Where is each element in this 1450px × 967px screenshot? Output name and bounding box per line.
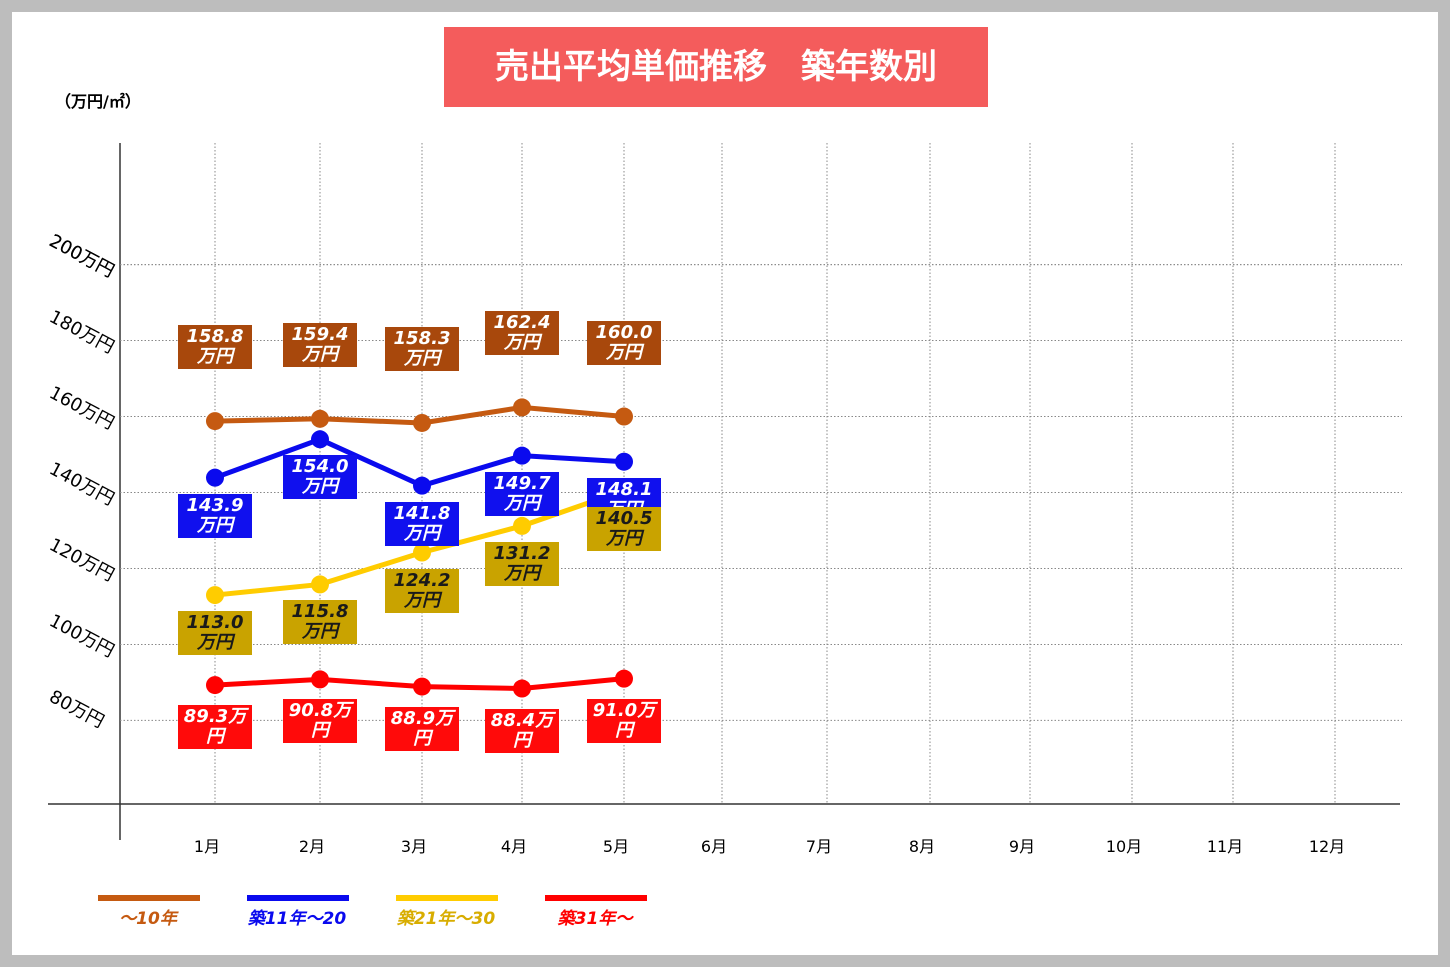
x-tick-label: 9月 bbox=[1009, 837, 1035, 856]
data-point bbox=[615, 452, 633, 471]
legend-label: 築21年～30 bbox=[397, 909, 495, 929]
data-point bbox=[615, 407, 633, 426]
data-label: 154.0万円 bbox=[283, 455, 357, 500]
y-tick-label: 160万円 bbox=[46, 382, 118, 434]
x-tick-label: 8月 bbox=[909, 837, 935, 856]
data-label: 158.8万円 bbox=[178, 325, 252, 370]
x-tick-label: 7月 bbox=[806, 837, 832, 856]
data-point bbox=[206, 412, 224, 431]
data-point bbox=[413, 413, 431, 432]
x-tick-label: 4月 bbox=[501, 837, 527, 856]
x-tick-label: 12月 bbox=[1309, 837, 1345, 856]
legend-label: 築11年～20 bbox=[248, 909, 346, 929]
data-point bbox=[513, 398, 531, 417]
y-tick-label: 80万円 bbox=[46, 686, 108, 732]
data-point bbox=[513, 679, 531, 698]
data-point bbox=[311, 430, 329, 449]
y-tick-label: 120万円 bbox=[46, 534, 118, 586]
x-tick-label: 6月 bbox=[701, 837, 727, 856]
y-axis-label: （万円/㎡） bbox=[55, 92, 141, 111]
x-tick-label: 3月 bbox=[401, 837, 427, 856]
data-label: 143.9万円 bbox=[178, 493, 252, 538]
data-point bbox=[206, 586, 224, 605]
y-tick-label: 200万円 bbox=[46, 230, 118, 282]
x-tick-label: 10月 bbox=[1106, 837, 1142, 856]
data-point bbox=[615, 669, 633, 688]
data-point bbox=[413, 543, 431, 562]
legend-label: 築31年～ bbox=[558, 909, 635, 929]
data-point bbox=[311, 575, 329, 594]
data-label: 90.8万円 bbox=[283, 699, 357, 744]
data-label: 88.9万円 bbox=[385, 706, 459, 751]
x-tick-label: 1月 bbox=[194, 837, 220, 856]
data-label: 159.4万円 bbox=[283, 322, 357, 367]
y-tick-label: 140万円 bbox=[46, 458, 118, 510]
data-label: 149.7万円 bbox=[485, 471, 559, 516]
data-label: 113.0万円 bbox=[178, 611, 252, 656]
data-label: 141.8万円 bbox=[385, 501, 459, 546]
data-point bbox=[413, 677, 431, 696]
x-tick-label: 2月 bbox=[299, 837, 325, 856]
data-label: 115.8万円 bbox=[283, 600, 357, 645]
data-point bbox=[513, 516, 531, 535]
y-tick-label: 180万円 bbox=[46, 306, 118, 358]
chart-area bbox=[12, 12, 1438, 955]
x-tick-label: 11月 bbox=[1207, 837, 1243, 856]
x-tick-label: 5月 bbox=[603, 837, 629, 856]
data-label: 162.4万円 bbox=[485, 311, 559, 356]
data-label: 140.5万円 bbox=[587, 506, 661, 551]
data-point bbox=[311, 409, 329, 428]
data-label: 88.4万円 bbox=[485, 708, 559, 753]
data-point bbox=[513, 446, 531, 465]
data-label: 124.2万円 bbox=[385, 568, 459, 613]
data-label: 158.3万円 bbox=[385, 326, 459, 371]
data-point bbox=[413, 476, 431, 495]
data-label: 131.2万円 bbox=[485, 541, 559, 586]
data-point bbox=[206, 468, 224, 487]
data-point bbox=[311, 670, 329, 689]
chart-title: 売出平均単価推移 築年数別 bbox=[444, 27, 988, 107]
data-label: 160.0万円 bbox=[587, 320, 661, 365]
data-point bbox=[206, 676, 224, 695]
data-label: 89.3万円 bbox=[178, 705, 252, 750]
y-tick-label: 100万円 bbox=[46, 610, 118, 662]
data-label: 91.0万円 bbox=[587, 698, 661, 743]
legend-label: ～10年 bbox=[119, 909, 179, 929]
